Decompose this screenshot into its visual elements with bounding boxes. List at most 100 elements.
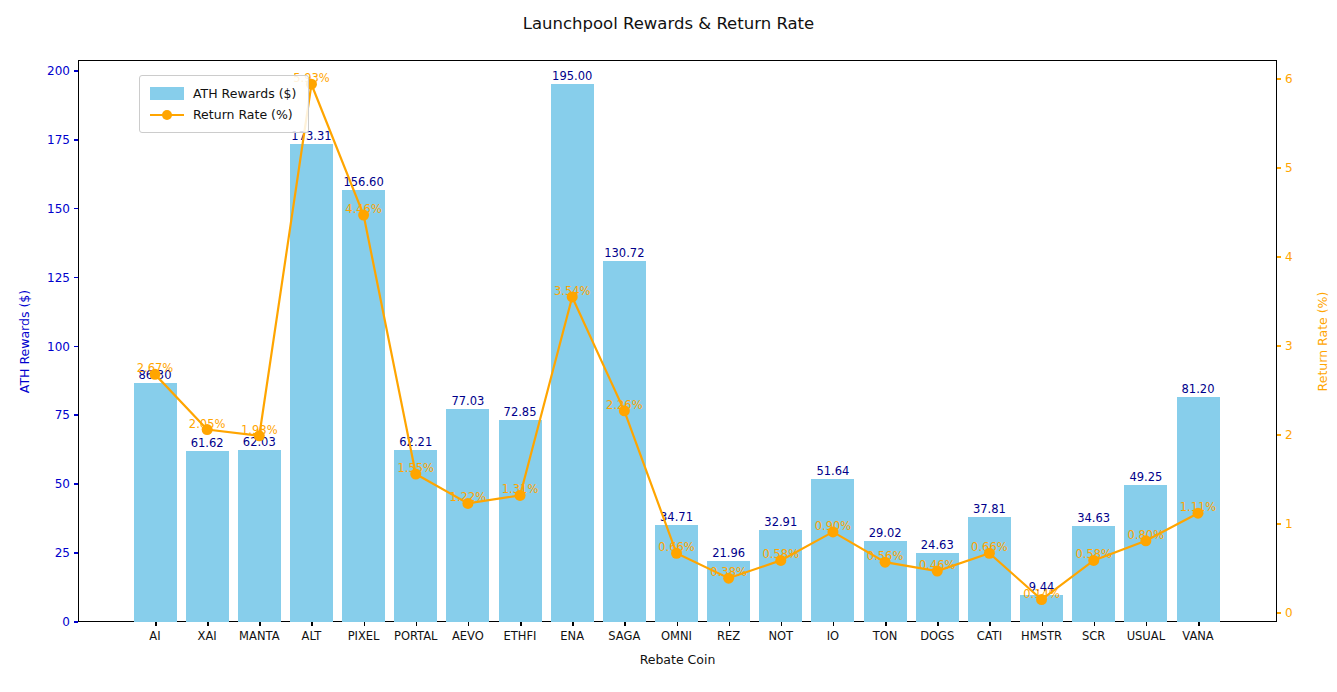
x-axis-label: Rebate Coin xyxy=(78,652,1277,667)
x-tick-mark xyxy=(989,622,991,626)
y-right-tick-mark xyxy=(1277,78,1281,80)
bar-value-label: 37.81 xyxy=(973,502,1006,516)
bar xyxy=(394,450,437,622)
y-left-tick-mark xyxy=(74,139,78,141)
y-left-tick-label: 0 xyxy=(30,615,70,629)
bar xyxy=(186,451,229,622)
y-left-tick-label: 150 xyxy=(30,202,70,216)
x-tick-mark xyxy=(155,622,157,626)
return-rate-label: 1.55% xyxy=(397,461,434,475)
x-tick-mark xyxy=(572,622,574,626)
return-rate-label: 1.22% xyxy=(450,490,487,504)
y-left-tick-mark xyxy=(74,483,78,485)
x-tick-mark xyxy=(520,622,522,626)
x-tick-mark xyxy=(781,622,783,626)
y-right-tick-label: 1 xyxy=(1285,517,1293,531)
x-tick-label: AI xyxy=(149,629,160,643)
return-rate-label: 0.38% xyxy=(710,565,747,579)
return-rate-label: 2.26% xyxy=(606,398,643,412)
bar-value-label: 32.91 xyxy=(764,515,797,529)
return-rate-label: 0.90% xyxy=(815,519,852,533)
x-tick-label: DOGS xyxy=(920,629,954,643)
bar-value-label: 21.96 xyxy=(712,546,745,560)
return-rate-label: 0.56% xyxy=(867,549,904,563)
x-tick-label: IO xyxy=(827,629,839,643)
y-right-tick-label: 0 xyxy=(1285,606,1293,620)
return-rate-label: 4.46% xyxy=(345,202,382,216)
bar xyxy=(811,479,854,622)
bar-value-label: 24.63 xyxy=(921,538,954,552)
bar-value-label: 61.62 xyxy=(191,436,224,450)
bar-value-label: 130.72 xyxy=(604,246,644,260)
x-tick-label: AEVO xyxy=(452,629,484,643)
chart-title: Launchpool Rewards & Return Rate xyxy=(0,14,1337,33)
legend: ATH Rewards ($) Return Rate (%) xyxy=(139,75,309,133)
bar xyxy=(1124,485,1167,622)
y-right-tick-mark xyxy=(1277,434,1281,436)
return-rate-label: 0.58% xyxy=(1075,547,1112,561)
bar xyxy=(499,420,542,622)
y-left-tick-mark xyxy=(74,414,78,416)
y-left-tick-label: 75 xyxy=(30,408,70,422)
x-tick-mark xyxy=(937,622,939,626)
bar xyxy=(968,517,1011,622)
x-tick-mark xyxy=(468,622,470,626)
return-rate-label: 3.54% xyxy=(554,284,591,298)
return-rate-label: 0.66% xyxy=(658,540,695,554)
x-tick-mark xyxy=(207,622,209,626)
x-tick-label: ENA xyxy=(560,629,584,643)
x-tick-label: PIXEL xyxy=(348,629,380,643)
bar-value-label: 81.20 xyxy=(1182,382,1215,396)
x-tick-mark xyxy=(259,622,261,626)
bar-value-label: 29.02 xyxy=(869,526,902,540)
y-axis-label-right: Return Rate (%) xyxy=(1315,282,1330,402)
y-left-tick-mark xyxy=(74,552,78,554)
y-right-tick-label: 5 xyxy=(1285,161,1293,175)
y-left-tick-label: 25 xyxy=(30,546,70,560)
bar-value-label: 51.64 xyxy=(816,464,849,478)
return-rate-label: 1.11% xyxy=(1180,500,1217,514)
bar xyxy=(603,261,646,622)
y-left-tick-label: 200 xyxy=(30,64,70,78)
bar xyxy=(446,409,489,622)
y-right-tick-mark xyxy=(1277,256,1281,258)
x-tick-label: MANTA xyxy=(239,629,279,643)
bar xyxy=(290,144,333,622)
bar-value-label: 62.03 xyxy=(243,435,276,449)
x-tick-mark xyxy=(677,622,679,626)
x-tick-label: REZ xyxy=(717,629,740,643)
x-tick-label: ETHFI xyxy=(504,629,537,643)
x-tick-mark xyxy=(1146,622,1148,626)
x-tick-label: ALT xyxy=(302,629,322,643)
y-left-tick-mark xyxy=(74,621,78,623)
x-tick-mark xyxy=(1198,622,1200,626)
x-tick-mark xyxy=(416,622,418,626)
return-rate-label: 0.14% xyxy=(1023,587,1060,601)
y-right-tick-label: 3 xyxy=(1285,339,1293,353)
x-tick-label: PORTAL xyxy=(394,629,438,643)
y-right-tick-label: 6 xyxy=(1285,72,1293,86)
bar-value-label: 34.71 xyxy=(660,510,693,524)
y-left-tick-label: 175 xyxy=(30,133,70,147)
x-tick-mark xyxy=(729,622,731,626)
bar xyxy=(759,530,802,622)
bar-value-label: 49.25 xyxy=(1129,470,1162,484)
return-rate-label: 2.05% xyxy=(189,417,226,431)
y-right-tick-mark xyxy=(1277,523,1281,525)
x-tick-label: SAGA xyxy=(608,629,640,643)
bar xyxy=(134,383,177,622)
y-right-tick-label: 2 xyxy=(1285,428,1293,442)
return-rate-label: 2.67% xyxy=(137,361,174,375)
y-right-tick-mark xyxy=(1277,612,1281,614)
x-tick-label: XAI xyxy=(198,629,217,643)
legend-line-swatch-icon xyxy=(150,108,184,121)
x-tick-label: USUAL xyxy=(1127,629,1165,643)
bar xyxy=(238,450,281,622)
y-left-tick-mark xyxy=(74,70,78,72)
x-tick-mark xyxy=(1042,622,1044,626)
return-rate-label: 0.58% xyxy=(763,547,800,561)
x-tick-label: CATI xyxy=(977,629,1002,643)
x-tick-label: SCR xyxy=(1082,629,1105,643)
y-right-tick-mark xyxy=(1277,345,1281,347)
x-tick-mark xyxy=(833,622,835,626)
